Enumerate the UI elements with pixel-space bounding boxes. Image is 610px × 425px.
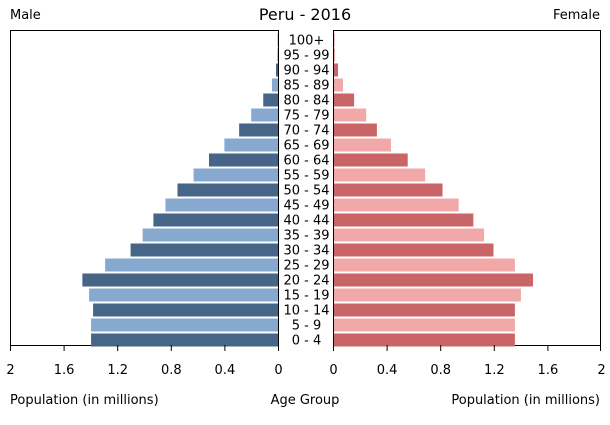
- female-bar-55-59: [334, 168, 426, 182]
- male-bar-65-69: [224, 138, 278, 152]
- male-tick-label: 1.6: [54, 363, 75, 378]
- male-bar-95-99: [277, 48, 278, 62]
- female-tick-label: 1.2: [484, 363, 505, 378]
- age-group-label: 65 - 69: [283, 139, 329, 154]
- female-bar-85-89: [334, 78, 343, 92]
- age-group-label: 45 - 49: [283, 199, 329, 214]
- female-bar-35-39: [334, 228, 485, 242]
- female-bar-95-99: [334, 48, 336, 62]
- x-axis-label-right: Population (in millions): [451, 393, 600, 408]
- age-group-label: 30 - 34: [283, 244, 329, 259]
- female-bar-70-74: [334, 123, 377, 137]
- age-group-label: 90 - 94: [283, 64, 329, 79]
- chart-title: Peru - 2016: [258, 5, 352, 24]
- male-tick-label: 0.4: [215, 363, 236, 378]
- female-bar-75-79: [334, 108, 367, 122]
- age-group-label: 100+: [289, 34, 325, 49]
- female-bar-90-94: [334, 63, 339, 77]
- age-group-label: 75 - 79: [283, 109, 329, 124]
- age-group-label: 35 - 39: [283, 229, 329, 244]
- age-group-label: 60 - 64: [283, 154, 329, 169]
- age-group-label: 95 - 99: [283, 49, 329, 64]
- female-bar-5-9: [334, 318, 515, 332]
- female-tick-label: 0.4: [377, 363, 398, 378]
- male-bar-85-89: [271, 78, 278, 92]
- x-axis-label-left: Population (in millions): [10, 393, 159, 408]
- female-tick-label: 1.6: [538, 363, 559, 378]
- male-bar-25-29: [105, 258, 278, 272]
- age-group-label: 50 - 54: [283, 184, 329, 199]
- male-bar-75-79: [251, 108, 278, 122]
- male-bar-70-74: [239, 123, 278, 137]
- male-label: Male: [10, 8, 41, 23]
- female-bar-30-34: [334, 243, 494, 257]
- female-tick-label: 2: [597, 363, 605, 378]
- female-tick-label: 0: [329, 363, 337, 378]
- male-bar-30-34: [130, 243, 278, 257]
- male-bar-55-59: [193, 168, 278, 182]
- male-bar-60-64: [208, 153, 278, 167]
- male-tick-label: 0: [274, 363, 282, 378]
- male-bar-35-39: [142, 228, 278, 242]
- female-bar-60-64: [334, 153, 408, 167]
- female-bar-65-69: [334, 138, 391, 152]
- age-group-label: 20 - 24: [283, 274, 329, 289]
- female-bar-15-19: [334, 288, 521, 302]
- female-bar-80-84: [334, 93, 355, 107]
- male-bar-50-54: [177, 183, 278, 197]
- male-bar-90-94: [275, 63, 278, 77]
- male-bar-40-44: [153, 213, 278, 227]
- female-bar-20-24: [334, 273, 533, 287]
- x-axis-label-center: Age Group: [270, 393, 340, 408]
- male-tick-label: 1.2: [107, 363, 128, 378]
- male-tick-label: 2: [6, 363, 14, 378]
- age-group-label: 25 - 29: [283, 259, 329, 274]
- female-label: Female: [552, 8, 600, 23]
- female-bar-0-4: [334, 333, 515, 347]
- female-tick-label: 0.8: [430, 363, 451, 378]
- female-bar-45-49: [334, 198, 459, 212]
- age-group-label: 70 - 74: [283, 124, 329, 139]
- age-group-label: 5 - 9: [292, 319, 322, 334]
- female-bar-25-29: [334, 258, 515, 272]
- male-bar-45-49: [165, 198, 278, 212]
- age-group-label: 10 - 14: [283, 304, 329, 319]
- male-bar-0-4: [91, 333, 278, 347]
- male-tick-label: 0.8: [161, 363, 182, 378]
- age-group-label: 80 - 84: [283, 94, 329, 109]
- female-bar-50-54: [334, 183, 443, 197]
- male-bar-80-84: [263, 93, 278, 107]
- age-group-label: 0 - 4: [292, 334, 322, 349]
- male-bar-15-19: [89, 288, 278, 302]
- age-group-label: 55 - 59: [283, 169, 329, 184]
- age-group-label: 85 - 89: [283, 79, 329, 94]
- female-bar-40-44: [334, 213, 474, 227]
- male-bar-5-9: [91, 318, 278, 332]
- female-bar-10-14: [334, 303, 515, 317]
- age-group-label: 15 - 19: [283, 289, 329, 304]
- age-group-label: 40 - 44: [283, 214, 329, 229]
- male-bar-10-14: [93, 303, 278, 317]
- male-bar-20-24: [82, 273, 278, 287]
